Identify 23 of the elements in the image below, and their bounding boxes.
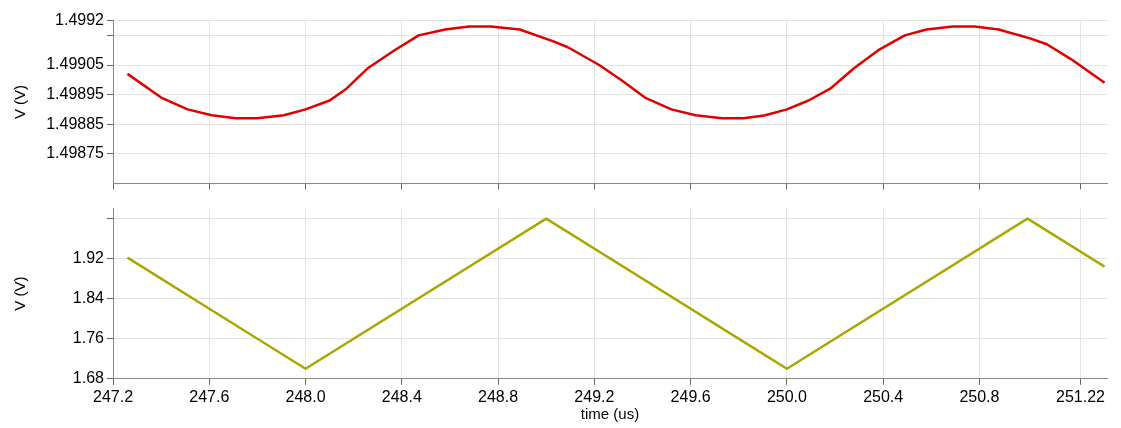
x-tick-label: 250.0: [766, 387, 808, 405]
x-tick-label: 247.2: [92, 387, 134, 405]
x-tick-label: 249.6: [670, 387, 711, 405]
x-tick-label: 249.2: [574, 387, 615, 405]
x-axis-title: time (us): [580, 405, 640, 423]
y-tick-label: 1.92: [72, 249, 105, 267]
x-tick-label: 250.4: [863, 387, 904, 405]
y-axis-title: V (V): [11, 84, 29, 120]
y-axis-title: V (V): [11, 276, 29, 311]
y-tick-label: 1.49895: [46, 85, 105, 103]
y-tick-label: 1.68: [72, 369, 105, 387]
y-tick-label: 1.4992: [55, 11, 105, 29]
x-tick-label: 248.8: [478, 387, 519, 405]
x-tick-label: 250.8: [959, 387, 1000, 405]
y-tick-label: 1.49905: [46, 55, 105, 73]
y-tick-label: 1.84: [72, 289, 105, 307]
x-tick-label: 251.22: [1056, 387, 1106, 405]
x-tick-label: 248.0: [285, 387, 326, 405]
y-tick-label: 1.49885: [46, 114, 105, 132]
x-tick-label: 248.4: [381, 387, 422, 405]
y-tick-label: 1.76: [72, 329, 105, 347]
y-tick-label: 1.49875: [46, 144, 105, 162]
x-tick-label: 247.6: [189, 387, 230, 405]
